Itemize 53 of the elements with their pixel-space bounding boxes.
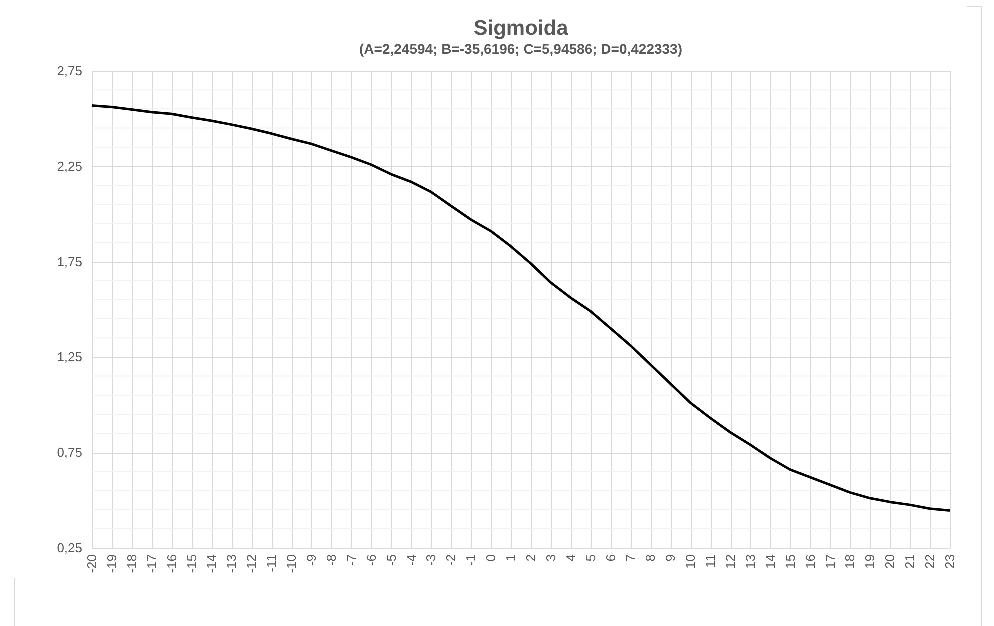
x-tick-label: -17 <box>144 554 160 574</box>
x-tick-label: 3 <box>543 554 558 562</box>
x-tick-label: 19 <box>862 554 878 569</box>
x-tick-label: -18 <box>124 554 140 574</box>
x-tick-label: -19 <box>104 554 120 574</box>
x-tick-label: -6 <box>364 554 379 566</box>
x-tick-label: -1 <box>464 554 479 566</box>
x-tick-label: 23 <box>942 554 958 569</box>
x-tick-label: 14 <box>762 554 778 569</box>
x-tick-label: -20 <box>84 554 100 574</box>
x-tick-label: -10 <box>284 554 300 574</box>
x-tick-label: 0 <box>484 554 499 562</box>
x-tick-label: 2 <box>523 554 538 562</box>
x-tick-label: -16 <box>164 554 180 574</box>
x-tick-label: 8 <box>643 554 658 562</box>
y-tick-label: 1,25 <box>57 350 82 365</box>
x-tick-label: 6 <box>603 554 618 562</box>
x-tick-label: 15 <box>782 554 798 569</box>
x-tick-label: 18 <box>842 554 858 569</box>
chart-subtitle: (A=2,24594; B=-35,6196; C=5,94586; D=0,422333) <box>360 41 682 57</box>
x-tick-label: 21 <box>902 554 918 569</box>
x-tick-label: -11 <box>264 554 280 572</box>
x-tick-label: -12 <box>244 554 260 574</box>
y-tick-label: 1,75 <box>57 254 82 270</box>
x-tick-label: -13 <box>224 554 240 574</box>
y-tick-label: 2,25 <box>57 158 82 174</box>
chart-title: Sigmoida <box>474 17 569 40</box>
x-tick-label: 1 <box>504 554 519 562</box>
x-tick-label: -5 <box>384 554 399 566</box>
x-tick-label: -15 <box>184 554 200 574</box>
x-tick-label: -8 <box>324 554 339 566</box>
x-tick-label: 9 <box>663 554 678 562</box>
x-tick-label: 13 <box>742 554 758 569</box>
x-tick-label: -7 <box>344 554 359 566</box>
x-tick-label: -14 <box>204 554 220 574</box>
x-tick-label: -4 <box>404 554 419 566</box>
x-tick-label: 7 <box>623 554 638 562</box>
x-tick-label: 4 <box>563 554 578 562</box>
x-tick-label: 11 <box>703 554 718 568</box>
x-tick-label: 5 <box>583 554 598 562</box>
y-tick-label: 0,75 <box>57 445 82 460</box>
x-tick-label: -3 <box>424 554 439 566</box>
x-tick-label: 16 <box>802 554 818 569</box>
y-tick-label: 0,25 <box>57 540 82 556</box>
x-tick-label: 10 <box>683 554 698 569</box>
x-tick-label: 12 <box>723 554 738 569</box>
x-tick-label: 22 <box>922 554 938 569</box>
x-tick-label: -2 <box>444 554 459 566</box>
x-tick-label: 17 <box>822 554 838 569</box>
y-tick-label: 2,75 <box>57 64 82 78</box>
x-tick-label: -9 <box>304 554 319 566</box>
line-series <box>90 104 952 512</box>
x-tick-label: 20 <box>882 554 898 569</box>
